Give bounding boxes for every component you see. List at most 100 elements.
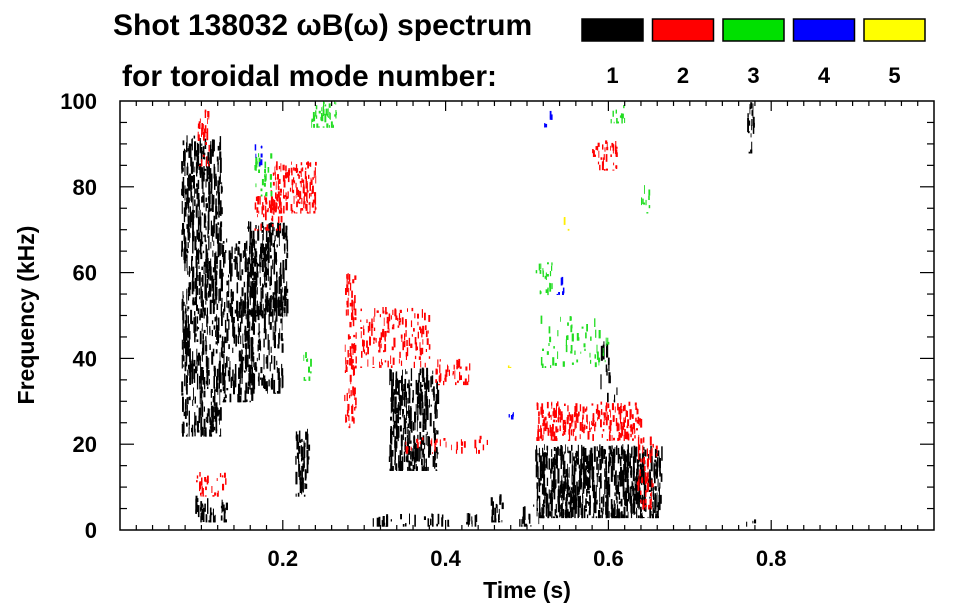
spectral-point: [264, 314, 266, 329]
spectral-point: [347, 350, 349, 358]
spectral-point: [415, 379, 418, 395]
spectral-point: [422, 468, 424, 471]
spectral-point: [270, 182, 272, 188]
spectral-point: [368, 321, 371, 331]
spectral-point: [186, 422, 188, 427]
spectral-point: [622, 406, 625, 412]
spectral-point: [211, 320, 214, 325]
spectral-point: [216, 264, 218, 269]
spectral-point: [436, 409, 438, 419]
spectral-point: [346, 276, 348, 285]
spectral-point: [427, 330, 429, 334]
spectral-point: [618, 492, 621, 500]
spectral-point: [394, 401, 397, 414]
spectral-point: [606, 368, 608, 376]
spectral-point: [557, 515, 559, 519]
y-tick-label: 80: [73, 175, 97, 200]
spectral-point: [550, 114, 553, 119]
spectral-point: [571, 465, 574, 476]
spectral-point: [544, 496, 546, 504]
spectral-point: [241, 349, 243, 359]
spectral-point: [228, 357, 230, 361]
spectral-point: [632, 499, 634, 514]
spectral-point: [347, 297, 349, 301]
spectral-point: [562, 361, 565, 367]
spectral-point: [228, 371, 231, 382]
spectral-point: [419, 421, 422, 429]
spectral-point: [615, 418, 618, 427]
spectral-point: [633, 501, 636, 515]
spectral-point: [304, 483, 306, 490]
spectral-point: [445, 441, 447, 448]
spectral-point: [546, 453, 548, 460]
spectral-point: [182, 342, 184, 358]
spectral-point: [355, 397, 357, 405]
spectral-point: [427, 436, 429, 447]
spectral-point: [587, 431, 590, 440]
spectral-point: [188, 293, 190, 301]
spectral-point: [352, 404, 354, 407]
spectral-point: [439, 359, 441, 362]
spectral-point: [335, 102, 337, 105]
spectral-point: [304, 170, 307, 179]
spectral-point: [194, 199, 196, 207]
spectral-point: [250, 337, 253, 347]
spectral-point: [568, 485, 570, 488]
spectral-point: [204, 429, 206, 437]
spectral-point: [608, 453, 610, 465]
spectral-point: [567, 509, 569, 518]
spectral-point: [265, 192, 268, 197]
spectral-point: [581, 510, 583, 514]
spectral-point: [196, 300, 197, 308]
spectral-point: [465, 382, 467, 386]
spectral-point: [355, 308, 357, 316]
spectral-point: [560, 509, 562, 517]
spectral-point: [596, 499, 598, 505]
spectral-point: [422, 417, 425, 424]
spectral-point: [388, 313, 391, 322]
spectral-point: [419, 370, 421, 376]
spectral-point: [287, 169, 290, 176]
spectral-point: [306, 450, 309, 458]
spectral-point: [448, 369, 450, 376]
spectral-point: [273, 332, 276, 347]
spectral-point: [636, 507, 637, 519]
spectral-point: [496, 504, 498, 513]
spectral-point: [210, 390, 212, 398]
spectral-point: [345, 288, 347, 295]
spectral-point: [642, 460, 644, 470]
spectral-point: [315, 105, 318, 110]
spectral-point: [240, 387, 242, 395]
spectral-point: [324, 104, 327, 107]
spectral-point: [238, 341, 240, 344]
spectral-point: [510, 415, 513, 420]
spectral-point: [204, 215, 207, 223]
spectral-point: [267, 334, 269, 350]
spectral-point: [182, 184, 184, 198]
spectral-point: [613, 448, 616, 463]
spectral-point: [584, 348, 586, 351]
spectral-point: [213, 396, 215, 413]
spectral-point: [233, 380, 235, 395]
spectral-point: [545, 452, 547, 457]
spectral-point: [286, 301, 288, 317]
spectral-point: [634, 504, 636, 508]
spectral-point: [608, 372, 611, 384]
spectral-point: [269, 232, 271, 243]
spectral-point: [303, 440, 305, 444]
spectral-point: [181, 188, 183, 196]
spectral-point: [285, 225, 288, 241]
spectral-point: [619, 405, 622, 414]
spectral-point: [621, 514, 624, 519]
spectral-point: [207, 263, 209, 269]
spectral-point: [204, 495, 207, 497]
spectral-point: [567, 439, 570, 441]
spectral-point: [213, 215, 216, 223]
spectral-point: [308, 376, 311, 381]
spectral-point: [352, 349, 354, 355]
spectral-point: [212, 348, 215, 357]
spectral-point: [550, 468, 552, 479]
spectral-point: [209, 515, 212, 523]
spectral-point: [201, 196, 203, 203]
spectral-point: [543, 417, 545, 424]
